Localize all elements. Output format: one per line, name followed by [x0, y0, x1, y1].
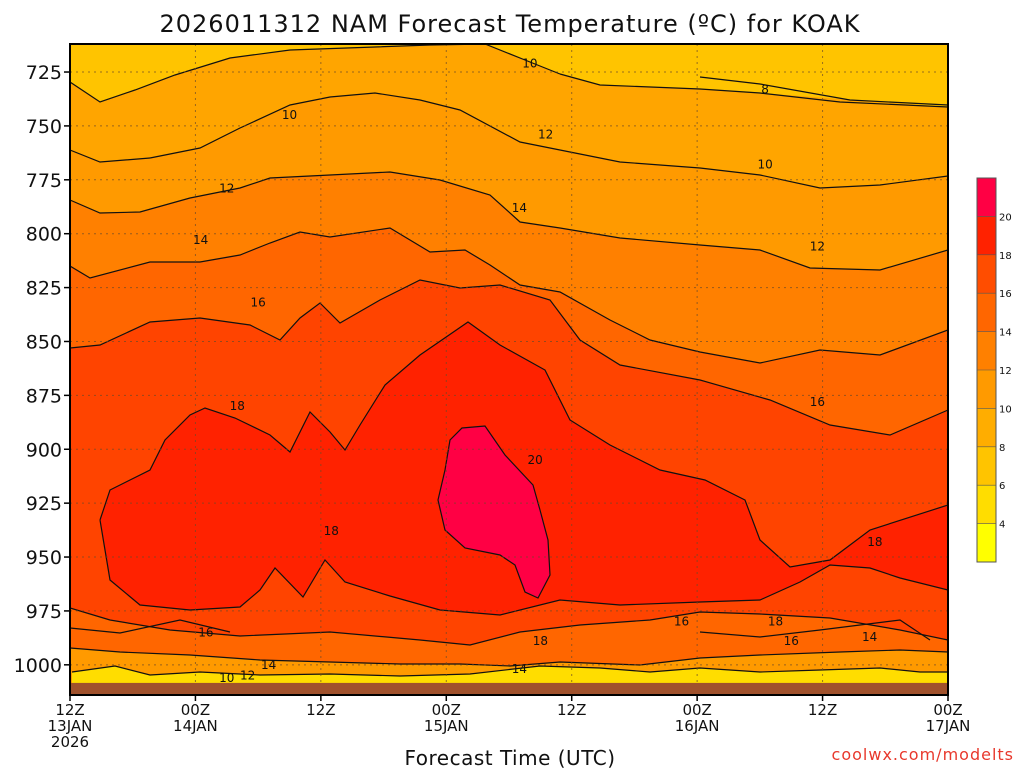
contour-label: 16	[674, 615, 689, 629]
isotherm-surface-a	[70, 607, 948, 646]
x-tick-label: 00Z	[432, 701, 461, 719]
contour-label: 18	[324, 524, 339, 538]
ground-terrain	[70, 682, 948, 695]
y-tick-label: 725	[26, 62, 62, 84]
contour-label: 10	[522, 56, 537, 70]
contour-label: 16	[251, 296, 266, 310]
chart-title: 2026011312 NAM Forecast Temperature (ºC)…	[160, 10, 861, 38]
x-tick-label: 00Z	[682, 701, 711, 719]
contour-label: 12	[538, 128, 553, 142]
isotherm-surface-c	[71, 665, 948, 677]
contour-label: 14	[862, 630, 877, 644]
colorbar-segment	[977, 446, 996, 486]
band-20-plus	[438, 426, 550, 598]
isotherm-10	[70, 44, 561, 103]
isotherm-18	[99, 321, 948, 616]
contour-label: 14	[512, 201, 527, 215]
colorbar-tick-label: 16	[999, 289, 1012, 300]
contour-label: 18	[230, 399, 245, 413]
colorbar-tick-label: 8	[999, 443, 1005, 454]
y-tick-label: 950	[26, 547, 62, 569]
isotherm-16	[70, 227, 948, 364]
contour-label: 12	[219, 181, 234, 195]
isotherm-10b	[70, 73, 948, 163]
x-tick-label: 12Z	[55, 701, 84, 719]
x-tick-label: 12Z	[808, 701, 837, 719]
contour-label: 12	[240, 669, 255, 683]
colorbar-segment	[977, 293, 996, 332]
contour-label: 10	[757, 158, 772, 172]
colorbar-segment	[977, 216, 996, 255]
colorbar-segment	[977, 370, 996, 409]
x-axis-label: Forecast Time (UTC)	[404, 746, 615, 768]
colorbar-segment	[977, 523, 996, 562]
contour-label: 18	[867, 535, 882, 549]
colorbar-segment	[977, 178, 996, 217]
contour-label: 12	[810, 240, 825, 254]
colorbar-tick-label: 20	[999, 212, 1012, 223]
colorbar-tick-label: 14	[999, 328, 1012, 339]
colorbar-tick-label: 4	[999, 520, 1005, 531]
x-tick-label: 16JAN	[675, 717, 720, 735]
colorbar-segment	[977, 485, 996, 524]
contour-label: 8	[761, 82, 769, 96]
y-tick-label: 825	[26, 278, 62, 300]
colorbar-tick-label: 18	[999, 251, 1012, 262]
isotherm-14	[70, 171, 948, 271]
x-tick-label: 13JAN	[48, 717, 93, 735]
band-20-22	[100, 322, 948, 615]
contour-label: 16	[810, 395, 825, 409]
y-tick-label: 900	[26, 439, 62, 461]
y-tick-label: 850	[26, 331, 62, 353]
colorbar-segment	[977, 408, 996, 447]
contour-label: 18	[768, 615, 783, 629]
contour-label: 14	[261, 658, 276, 672]
grid-lines	[70, 44, 948, 695]
colorbar-tick-label: 10	[999, 404, 1012, 415]
x-tick-label: 12Z	[306, 701, 335, 719]
y-tick-label: 1000	[14, 655, 62, 677]
colorbar-tick-label: 6	[999, 481, 1005, 492]
contour-label: 20	[527, 453, 542, 467]
contour-label: 10	[282, 108, 297, 122]
isotherm-17	[70, 279, 948, 436]
isotherm-20	[437, 425, 551, 599]
contour-label: 14	[193, 233, 208, 247]
x-tick-label: 00Z	[933, 701, 962, 719]
contour-label: 16	[784, 634, 799, 648]
isotherm-surface-d	[70, 619, 931, 641]
y-axis: 725 750 775 800 825 850 875 900 925 950 975 1000	[14, 62, 70, 677]
colorbar-segment	[977, 331, 996, 370]
contour-label: 18	[533, 634, 548, 648]
credit-text: coolwx.com/modelts	[832, 745, 1014, 764]
colorbar-tick-label: 12	[999, 366, 1012, 377]
colorbar-segment	[977, 254, 996, 294]
y-tick-label: 975	[26, 601, 62, 623]
x-tick-label: 17JAN	[926, 717, 971, 735]
contour-label: 16	[198, 625, 213, 639]
x-tick-label: 12Z	[557, 701, 586, 719]
x-tick-label: 00Z	[181, 701, 210, 719]
y-tick-label: 925	[26, 493, 62, 515]
y-tick-label: 750	[26, 116, 62, 138]
x-tick-label: 15JAN	[424, 717, 469, 735]
y-tick-label: 800	[26, 224, 62, 246]
x-tick-label: 2026	[51, 733, 89, 751]
x-tick-label: 14JAN	[173, 717, 218, 735]
contour-label: 14	[512, 662, 527, 676]
colorbar: 4 6 8 10 12 14 16 18 20	[976, 177, 1012, 563]
y-tick-label: 875	[26, 385, 62, 407]
isotherm-8	[699, 76, 948, 106]
plot-frame	[69, 43, 949, 696]
contour-label: 10	[219, 671, 234, 685]
isotherm-surface-b	[70, 647, 948, 667]
y-tick-label: 775	[26, 170, 62, 192]
